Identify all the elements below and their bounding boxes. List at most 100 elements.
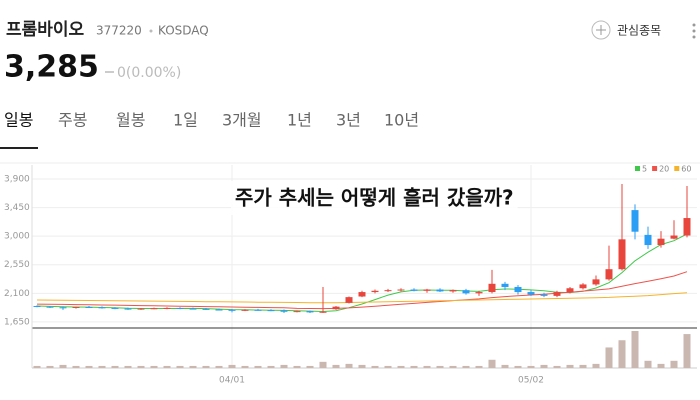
- y-tick-label: 3,000: [4, 232, 30, 242]
- ma-line: [36, 233, 688, 313]
- menu-dot: [692, 29, 696, 33]
- menu-dot: [692, 35, 696, 39]
- y-tick-label: 2,550: [4, 260, 30, 270]
- volume-bar: [228, 364, 236, 368]
- volume-bar: [462, 365, 470, 368]
- volume-bar: [46, 365, 54, 368]
- volume-bar: [579, 364, 587, 368]
- volume-bar: [319, 361, 327, 368]
- volume-bar: [202, 365, 210, 368]
- candle-body: [293, 311, 301, 313]
- candle-body: [592, 279, 600, 285]
- y-tick-label: 3,450: [4, 203, 30, 213]
- volume-bar: [137, 365, 145, 368]
- candle-body: [72, 306, 80, 308]
- candle-body: [215, 309, 223, 311]
- tab[interactable]: 3년: [336, 111, 361, 130]
- candle-body: [150, 308, 158, 310]
- candle-body: [33, 306, 41, 308]
- x-tick-label: 04/01: [219, 376, 245, 386]
- ma-line: [36, 292, 688, 304]
- candle-body: [254, 309, 262, 311]
- candle-body: [228, 309, 236, 311]
- candle-body: [163, 307, 171, 309]
- legend-label: 20: [659, 165, 669, 174]
- chart: 1,650 2,100 2,550 3,000 3,450 3,900 04/01 05/02…: [0, 162, 700, 386]
- volume-bar: [163, 365, 171, 368]
- y-tick-label: 1,650: [4, 317, 30, 327]
- candle-body: [423, 289, 431, 291]
- volume-bar: [618, 340, 626, 368]
- candle-body: [345, 297, 353, 303]
- volume-bar: [631, 331, 639, 368]
- annotation-bg: [231, 181, 518, 215]
- tab[interactable]: 1일: [173, 111, 198, 130]
- candle-body: [332, 306, 340, 310]
- candle-body: [59, 307, 67, 309]
- candle-body: [410, 289, 418, 291]
- watch-button[interactable]: 관심종목: [617, 24, 661, 38]
- candle-body: [189, 308, 197, 310]
- tab[interactable]: 10년: [384, 111, 419, 130]
- candle-body: [566, 288, 574, 293]
- volume-bar: [189, 365, 197, 368]
- volume-bar: [98, 365, 106, 368]
- candle-body: [475, 292, 483, 294]
- annotation: 주가 추세는 어떻게 흘러 갔을까?: [235, 186, 514, 210]
- volume-bar: [670, 360, 678, 368]
- volume-bar: [306, 365, 314, 368]
- stock-code: 377220: [96, 24, 142, 38]
- candle-body: [306, 311, 314, 313]
- tabs: 일봉 주봉 월봉 1일 3개월 1년 3년 10년: [4, 111, 419, 130]
- add-icon[interactable]: [591, 20, 611, 40]
- tab[interactable]: 월봉: [116, 111, 145, 130]
- volume-bar: [605, 347, 613, 368]
- tab[interactable]: 1년: [287, 111, 312, 130]
- candle-body: [85, 306, 93, 308]
- candle-body: [527, 292, 535, 295]
- legend-swatch: [674, 166, 680, 171]
- legend-label: 5: [642, 165, 647, 174]
- volume-bar: [423, 365, 431, 368]
- volume-bar: [345, 363, 353, 368]
- candle-body: [280, 310, 288, 312]
- candle-body: [605, 269, 613, 280]
- candle-body: [579, 284, 587, 289]
- candle-body: [631, 210, 639, 232]
- volume-bar: [254, 365, 262, 368]
- legend-label: 60: [681, 165, 691, 174]
- candle-body: [501, 283, 509, 287]
- volume-bar: [241, 365, 249, 368]
- volume-bar: [111, 365, 119, 368]
- volume-bar: [72, 365, 80, 368]
- volume-bar: [566, 364, 574, 368]
- candle-body: [176, 307, 184, 309]
- volume-bar: [397, 365, 405, 368]
- menu-dot[interactable]: [692, 23, 696, 27]
- candle-body: [514, 286, 522, 293]
- candle-body: [384, 290, 392, 292]
- candle-body: [267, 310, 275, 312]
- candle-body: [488, 283, 496, 293]
- candle-body: [371, 290, 379, 293]
- volume-bar: [449, 365, 457, 368]
- candle-body: [436, 289, 444, 292]
- tab[interactable]: 주봉: [58, 111, 87, 130]
- tab[interactable]: 3개월: [222, 111, 262, 130]
- candle-body: [670, 235, 678, 239]
- candle-body: [644, 234, 652, 246]
- tab[interactable]: 일봉: [4, 111, 33, 130]
- volume-bar: [124, 365, 132, 368]
- market: KOSDAQ: [158, 24, 209, 38]
- x-tick-label: 05/02: [518, 376, 544, 386]
- volume-bar: [59, 364, 67, 368]
- volume-bar: [514, 365, 522, 368]
- volume-bar: [384, 365, 392, 368]
- volume-bar: [683, 334, 691, 368]
- candle-body: [137, 308, 145, 310]
- volume-bar: [215, 365, 223, 368]
- candle-body: [397, 289, 405, 291]
- volume-bar: [150, 365, 158, 368]
